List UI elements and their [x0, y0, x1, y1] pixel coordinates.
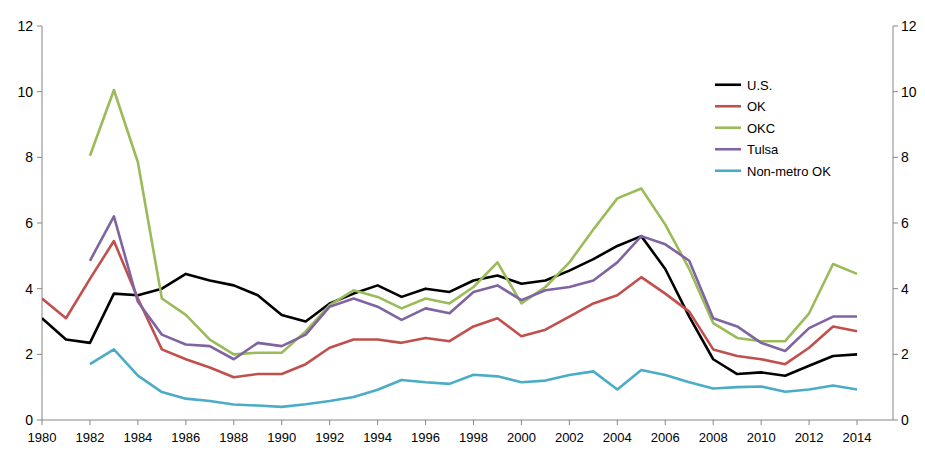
- x-tick-label: 1982: [75, 430, 104, 445]
- y-tick-label: 4: [25, 281, 33, 297]
- y2-tick: [893, 223, 898, 224]
- x-tick: [329, 420, 330, 425]
- x-tick: [665, 420, 666, 425]
- legend-label: OK: [747, 99, 766, 114]
- y-tick-label: 8: [25, 149, 33, 165]
- x-tick: [617, 420, 618, 425]
- x-tick-label: 1998: [459, 430, 488, 445]
- legend-swatch: [715, 169, 741, 172]
- x-tick-label: 2004: [603, 430, 632, 445]
- x-tick: [713, 420, 714, 425]
- x-tick-label: 1992: [315, 430, 344, 445]
- x-tick: [281, 420, 282, 425]
- y-tick: [37, 223, 42, 224]
- x-axis-line: [42, 420, 893, 421]
- y2-tick-label: 12: [901, 18, 917, 34]
- y2-tick-label: 10: [901, 84, 917, 100]
- x-tick: [521, 420, 522, 425]
- x-tick-label: 2002: [555, 430, 584, 445]
- x-tick: [857, 420, 858, 425]
- series-line: [90, 90, 857, 354]
- legend-swatch: [715, 126, 741, 129]
- y2-tick-label: 8: [901, 149, 909, 165]
- y-tick: [37, 288, 42, 289]
- y2-tick-label: 2: [901, 346, 909, 362]
- y-tick-label: 10: [17, 84, 33, 100]
- y2-tick: [893, 91, 898, 92]
- y2-tick: [893, 157, 898, 158]
- y-tick: [37, 26, 42, 27]
- y-tick-label: 12: [17, 18, 33, 34]
- x-tick: [185, 420, 186, 425]
- x-tick-label: 2012: [795, 430, 824, 445]
- legend-swatch: [715, 105, 741, 108]
- y2-tick-label: 4: [901, 281, 909, 297]
- x-tick-label: 1990: [267, 430, 296, 445]
- series-line: [90, 349, 857, 406]
- legend-label: Non-metro OK: [747, 164, 831, 179]
- x-tick-label: 1986: [171, 430, 200, 445]
- y2-tick-label: 6: [901, 215, 909, 231]
- legend-swatch: [715, 83, 741, 86]
- lines: [42, 90, 857, 407]
- x-tick: [809, 420, 810, 425]
- x-tick: [42, 420, 43, 425]
- x-tick-label: 1984: [123, 430, 152, 445]
- y2-tick: [893, 26, 898, 27]
- legend-label: OKC: [747, 121, 775, 136]
- legend-label: U.S.: [747, 78, 772, 93]
- y-tick: [37, 354, 42, 355]
- axes: 0 2 4 6 8 10 12 0 2 4 6 8 10 12 1980 1982 1984 1986 1988 19…: [17, 18, 916, 445]
- x-tick-label: 2000: [507, 430, 536, 445]
- x-tick-label: 1980: [28, 430, 57, 445]
- x-tick: [761, 420, 762, 425]
- x-tick-label: 2014: [843, 430, 872, 445]
- legend-swatch: [715, 148, 741, 151]
- x-tick: [137, 420, 138, 425]
- x-tick-label: 2008: [699, 430, 728, 445]
- x-tick-label: 2006: [651, 430, 680, 445]
- legend: U.S. OK OKC Tulsa Non-metro OK: [715, 78, 831, 179]
- x-tick: [233, 420, 234, 425]
- x-tick: [425, 420, 426, 425]
- x-tick: [377, 420, 378, 425]
- x-tick-label: 1994: [363, 430, 392, 445]
- x-tick: [89, 420, 90, 425]
- x-tick: [473, 420, 474, 425]
- y-tick: [37, 91, 42, 92]
- series-line: [42, 241, 857, 377]
- series-line: [90, 216, 857, 359]
- x-tick-label: 1996: [411, 430, 440, 445]
- y2-tick: [893, 420, 898, 421]
- legend-label: Tulsa: [747, 142, 779, 157]
- x-tick-label: 2010: [747, 430, 776, 445]
- y2-tick: [893, 288, 898, 289]
- y-tick-label: 0: [25, 412, 33, 428]
- y-tick-label: 6: [25, 215, 33, 231]
- y-tick: [37, 157, 42, 158]
- y2-tick-label: 0: [901, 412, 909, 428]
- chart: 0 2 4 6 8 10 12 0 2 4 6 8 10 12 1980 1982 1984 1986 1988 19…: [0, 0, 925, 458]
- x-tick: [569, 420, 570, 425]
- y2-tick: [893, 354, 898, 355]
- x-tick-label: 1988: [219, 430, 248, 445]
- y-tick-label: 2: [25, 346, 33, 362]
- y-tick: [37, 420, 42, 421]
